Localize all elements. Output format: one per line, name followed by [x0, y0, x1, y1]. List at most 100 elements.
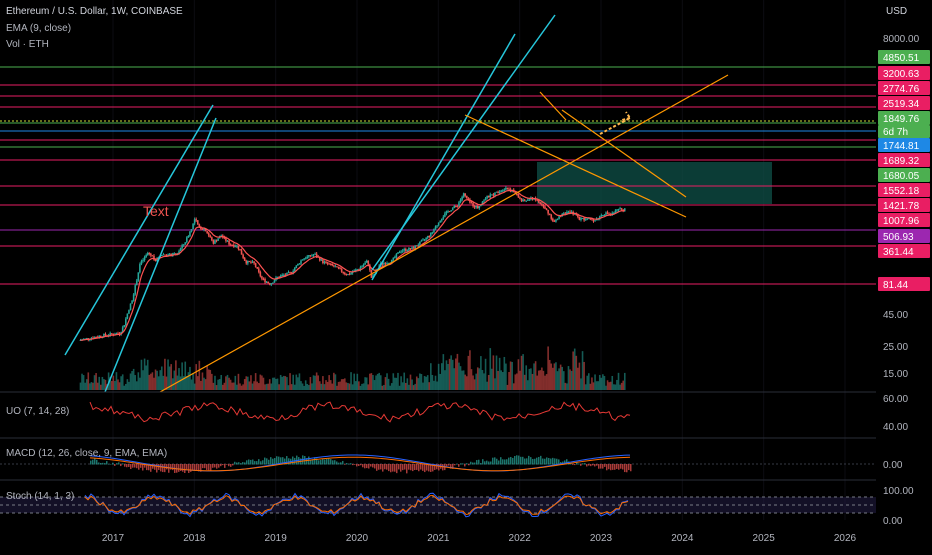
macd-hist-bar — [370, 464, 372, 467]
candle-body — [184, 242, 187, 245]
candle-body — [425, 237, 427, 240]
uo-tick: 40.00 — [883, 422, 908, 433]
volume-bar — [376, 373, 379, 390]
macd-hist-bar — [530, 457, 532, 465]
macd-hist-bar — [312, 459, 314, 465]
macd-hist-bar — [320, 459, 322, 465]
macd-hist-bar — [162, 464, 164, 473]
macd-hist-bar — [560, 462, 562, 465]
macd-hist-bar — [310, 459, 312, 465]
volume-bar — [137, 372, 140, 390]
macd-hist-bar — [128, 464, 130, 467]
volume-bar — [297, 377, 299, 390]
volume-bar — [375, 375, 377, 390]
price-label-badge — [878, 81, 930, 95]
macd-hist-bar — [600, 464, 602, 469]
macd-hist-bar — [504, 459, 506, 465]
candle-body — [193, 219, 196, 224]
candle-body — [362, 264, 365, 267]
macd-hist-bar — [90, 460, 92, 465]
macd-hist-bar — [544, 458, 546, 465]
macd-hist-bar — [568, 461, 570, 465]
candle-body — [487, 195, 490, 198]
macd-hist-bar — [230, 464, 232, 467]
macd-hist-bar — [616, 464, 618, 469]
volume-bar — [581, 351, 584, 390]
volume-bar — [620, 382, 623, 390]
macd-hist-bar — [94, 458, 96, 465]
volume-bar — [259, 374, 262, 390]
macd-hist-bar — [380, 464, 382, 470]
volume-bar — [345, 382, 348, 390]
volume-bar — [567, 366, 570, 390]
volume-bar — [167, 359, 169, 390]
volume-legend[interactable]: Vol · ETH — [6, 39, 49, 50]
volume-bar — [480, 356, 482, 390]
macd-hist-bar — [214, 464, 216, 468]
candle-body — [110, 333, 113, 335]
macd-hist-bar — [538, 456, 540, 465]
macd-hist-bar — [488, 461, 490, 465]
macd-hist-bar — [528, 455, 530, 465]
volume-bar — [483, 373, 485, 390]
candle-body — [279, 275, 282, 278]
ema-legend[interactable]: EMA (9, close) — [6, 23, 72, 34]
time-tick: 2024 — [671, 533, 694, 544]
volume-bar — [254, 373, 257, 390]
candle-body — [397, 252, 399, 254]
volume-bar — [422, 382, 424, 390]
macd-legend[interactable]: MACD (12, 26, close, 9, EMA, EMA) — [6, 448, 168, 459]
candle-body — [225, 237, 227, 241]
candle-body — [470, 202, 473, 204]
macd-hist-bar — [388, 464, 390, 472]
candle-body — [131, 300, 133, 304]
channel-line — [104, 117, 217, 393]
macd-hist-bar — [494, 457, 496, 465]
macd-hist-bar — [334, 460, 336, 465]
volume-bar — [204, 379, 207, 390]
candle-body — [473, 206, 476, 208]
volume-bar — [530, 368, 532, 390]
macd-hist-bar — [252, 459, 254, 465]
candle-body — [456, 206, 459, 208]
candle-body — [104, 333, 107, 336]
volume-bar — [90, 382, 93, 390]
uo-legend[interactable]: UO (7, 14, 28) — [6, 406, 70, 417]
volume-bar — [426, 375, 429, 390]
candle-body — [605, 212, 607, 215]
volume-bar — [370, 373, 373, 390]
macd-hist-bar — [424, 464, 426, 473]
macd-hist-bar — [614, 464, 616, 470]
stoch-legend[interactable]: Stoch (14, 1, 3) — [6, 491, 75, 502]
candle-body — [583, 217, 585, 221]
candle-body — [537, 199, 540, 203]
macd-hist-bar — [264, 457, 266, 465]
volume-bar — [348, 383, 351, 390]
volume-bar — [145, 365, 147, 390]
volume-bar — [247, 376, 249, 390]
candle-body — [281, 274, 284, 276]
price-label-badge — [878, 138, 930, 152]
candle-body — [175, 253, 177, 255]
candle-body — [151, 255, 154, 257]
text-annotation[interactable]: Text — [143, 203, 169, 219]
candle-body — [578, 216, 581, 220]
channel-line — [64, 104, 214, 356]
volume-bar — [351, 384, 354, 390]
candle-body — [478, 206, 481, 209]
volume-bar — [320, 383, 323, 390]
macd-hist-bar — [548, 457, 550, 465]
volume-bar — [295, 374, 298, 390]
volume-bar — [209, 369, 212, 390]
price-axis-layer: 4850.51 3200.63 2774.76 2519.34 1849.76 1744.… — [876, 0, 932, 550]
volume-bar — [378, 372, 381, 390]
macd-hist-bar — [180, 464, 182, 472]
macd-hist-bar — [304, 456, 306, 465]
volume-bar — [265, 383, 268, 390]
volume-bar — [384, 377, 387, 390]
volume-bar — [390, 383, 393, 390]
candle-body — [394, 257, 396, 259]
macd-hist-bar — [402, 464, 404, 471]
